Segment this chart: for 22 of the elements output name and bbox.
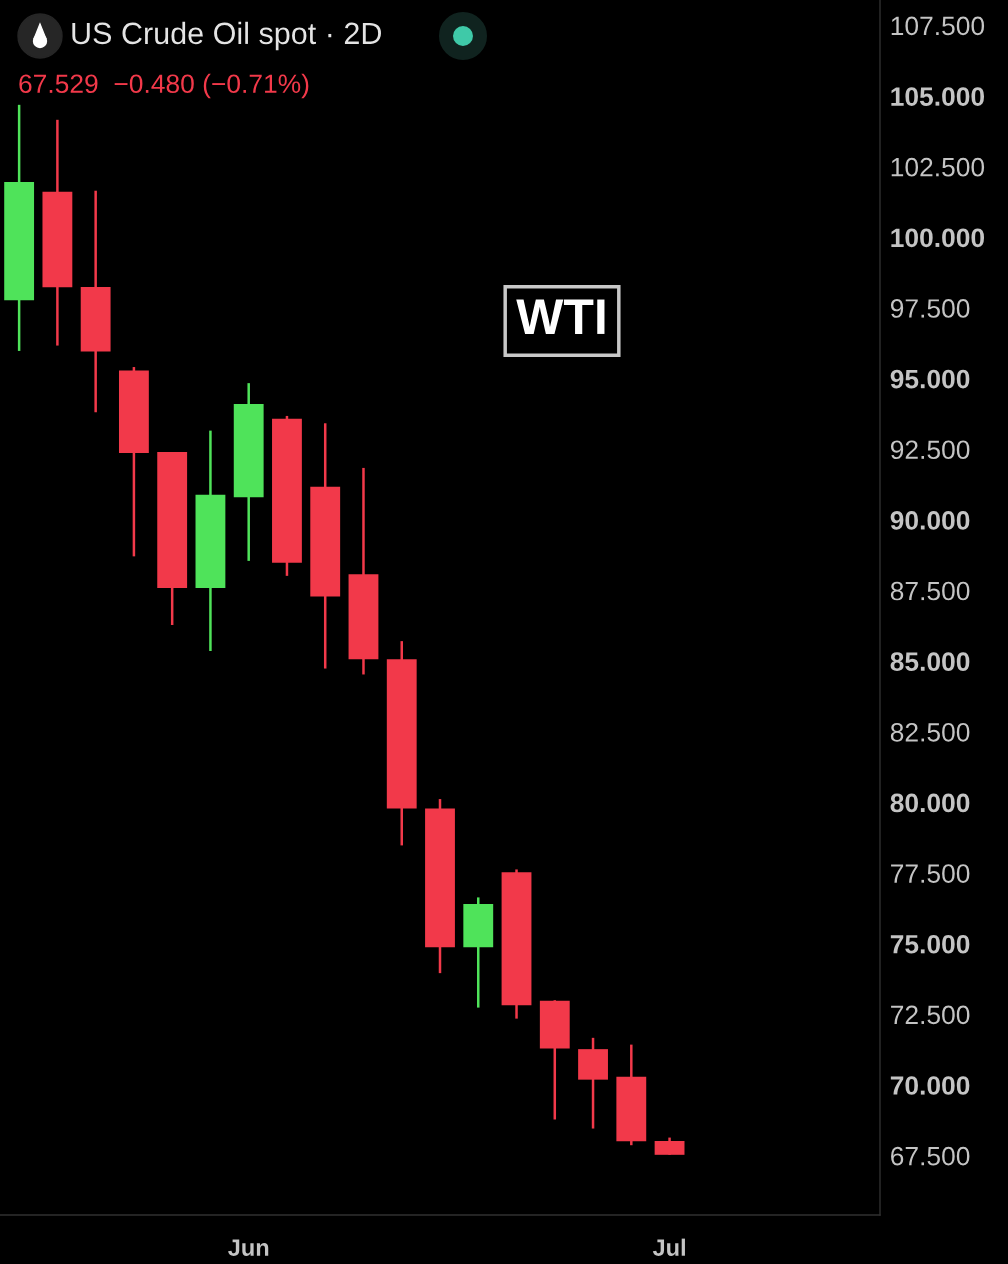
y-tick-label: 72.500 bbox=[891, 1005, 970, 1025]
y-tick-label: 80.000 bbox=[890, 793, 970, 813]
y-tick-label: 107.500 bbox=[891, 16, 985, 36]
y-tick-label: 85.000 bbox=[890, 652, 970, 672]
y-tick-label: 100.000 bbox=[891, 228, 985, 248]
y-tick-label: 82.500 bbox=[890, 722, 970, 742]
text: 67.529 −0.480 (−0.71%) bbox=[19, 73, 309, 99]
y-tick-label: 90.000 bbox=[890, 511, 970, 530]
y-tick-label: 102.500 bbox=[891, 157, 985, 177]
y-tick-label: 75.000 bbox=[890, 934, 970, 954]
y-tick-label: 77.500 bbox=[891, 864, 970, 883]
y-tick-label: 105.000 bbox=[891, 87, 985, 106]
x-tick-label: Jun bbox=[228, 1239, 269, 1256]
y-tick-label: 70.000 bbox=[890, 1076, 970, 1095]
y-tick-label: 92.500 bbox=[890, 440, 970, 460]
y-tick-label: 87.500 bbox=[890, 581, 970, 601]
y-tick-label: 67.500 bbox=[891, 1146, 970, 1166]
y-tick-label: 95.000 bbox=[890, 369, 970, 389]
annotation: WTI bbox=[516, 299, 605, 334]
x-tick-label: Jul bbox=[652, 1238, 685, 1256]
y-tick-label: 97.500 bbox=[890, 299, 970, 318]
text: US Crude Oil spot · 2D bbox=[72, 21, 381, 51]
